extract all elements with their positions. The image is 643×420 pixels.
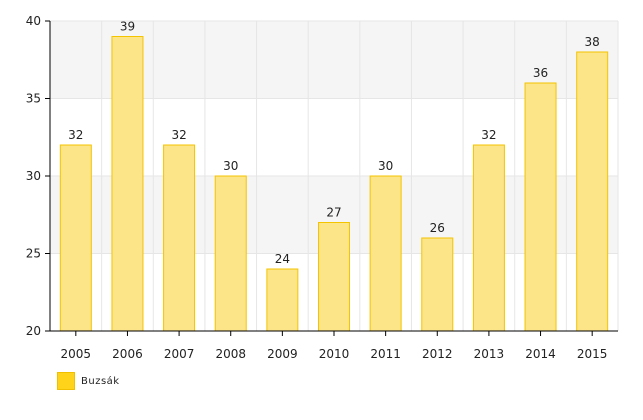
x-tick-label: 2006 xyxy=(112,347,143,361)
bar xyxy=(59,144,92,332)
data-label: 24 xyxy=(275,252,290,266)
data-label: 27 xyxy=(326,206,341,220)
x-tick-label: 2011 xyxy=(370,347,401,361)
bar xyxy=(111,36,144,332)
x-tick-label: 2009 xyxy=(267,347,298,361)
data-label: 30 xyxy=(223,159,238,173)
data-label: 38 xyxy=(585,35,600,49)
bar xyxy=(421,237,454,332)
legend: Buzsák xyxy=(57,372,120,390)
y-tick-labels: 20 25 30 35 40 xyxy=(26,14,41,338)
axes xyxy=(45,20,618,336)
bar xyxy=(369,175,402,332)
data-label: 32 xyxy=(68,128,83,142)
bar xyxy=(318,222,350,332)
data-label: 26 xyxy=(430,221,445,235)
bar xyxy=(576,51,609,332)
data-label: 39 xyxy=(120,20,135,34)
x-tick-label: 2013 xyxy=(474,347,505,361)
y-tick-label: 20 xyxy=(26,324,41,338)
legend-swatch xyxy=(57,372,75,390)
data-label: 36 xyxy=(533,66,548,80)
y-tick-label: 25 xyxy=(26,247,41,261)
x-tick-label: 2015 xyxy=(577,347,608,361)
data-labels: 32 39 32 30 24 27 30 26 32 36 38 xyxy=(68,20,600,267)
data-label: 32 xyxy=(171,128,186,142)
x-tick-label: 2005 xyxy=(61,347,92,361)
bar xyxy=(266,268,299,332)
y-tick-label: 35 xyxy=(26,92,41,106)
x-tick-label: 2012 xyxy=(422,347,453,361)
bar xyxy=(524,82,557,332)
bars xyxy=(59,36,609,332)
plot-band xyxy=(50,21,618,99)
data-label: 32 xyxy=(481,128,496,142)
x-tick-label: 2007 xyxy=(164,347,195,361)
x-tick-label: 2010 xyxy=(319,347,350,361)
x-tick-label: 2014 xyxy=(525,347,556,361)
legend-label: Buzsák xyxy=(81,375,120,387)
bar xyxy=(472,144,505,332)
data-label: 30 xyxy=(378,159,393,173)
y-tick-label: 40 xyxy=(26,14,41,28)
plot-bands xyxy=(50,21,618,254)
x-tick-labels: 2005 2006 2007 2008 2009 2010 2011 2012 2013 2014… xyxy=(61,347,608,361)
bar xyxy=(214,175,247,332)
x-tick-label: 2008 xyxy=(215,347,246,361)
bar xyxy=(163,144,196,332)
y-tick-label: 30 xyxy=(26,169,41,183)
